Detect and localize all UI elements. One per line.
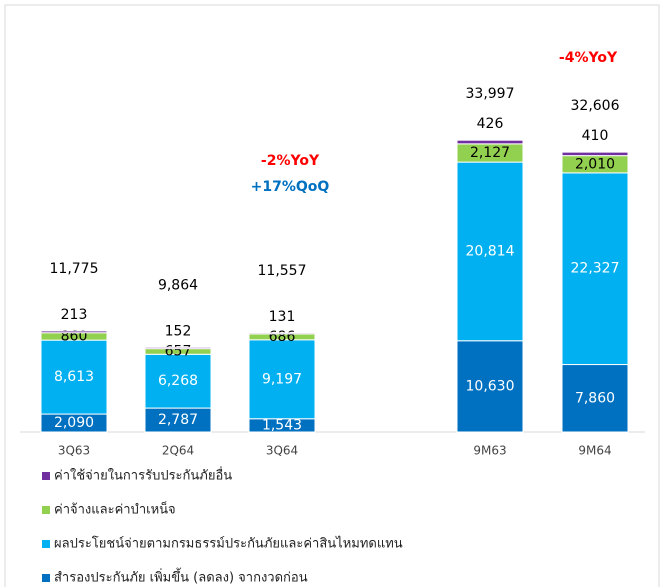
annotation: +17%QoQ	[251, 179, 330, 195]
data-label: 213	[61, 307, 88, 323]
legend-label: ผลประโยชน์จ่ายตามกรมธรรม์ประกันภัยและค่า…	[54, 536, 403, 552]
legend-swatch	[42, 472, 50, 480]
data-label: 686	[269, 329, 296, 345]
data-label: 8,613	[54, 369, 94, 385]
bar-segment	[144, 353, 212, 409]
legend-label: ค่าจ้างและค่าบำเหน็จ	[54, 500, 176, 518]
x-tick-label: 3Q64	[266, 444, 298, 458]
data-label: 131	[269, 309, 296, 325]
data-label: 2,090	[54, 415, 94, 431]
bar-segment	[561, 151, 629, 157]
total-label: 11,557	[258, 263, 307, 279]
data-label: 152	[165, 323, 192, 339]
data-label: 22,327	[571, 261, 620, 277]
data-label: 426	[477, 116, 504, 132]
data-label: 2,127	[470, 145, 510, 161]
total-label: 11,775	[50, 261, 99, 277]
data-label: 7,860	[575, 390, 615, 406]
legend-swatch	[42, 574, 50, 582]
bar-segment	[40, 339, 108, 415]
bar-segment	[248, 339, 316, 420]
bar-segment	[561, 172, 629, 366]
bar-segment	[144, 346, 212, 350]
bar-segment	[40, 330, 108, 334]
data-label: 9,197	[262, 371, 302, 387]
legend-swatch	[42, 540, 50, 548]
legend-label: สำรองประกันภัย เพิ่มขึ้น (ลดลง) จากงวดก่…	[54, 568, 308, 586]
x-tick-label: 9M63	[473, 444, 506, 458]
bar-segment	[456, 139, 524, 145]
bar-segment	[248, 332, 316, 335]
bar-segment	[561, 364, 629, 433]
x-tick-label: 9M64	[578, 444, 611, 458]
legend-label: ค่าใช้จ่ายในการรับประกันภัยอื่น	[54, 467, 232, 484]
total-label: 32,606	[571, 98, 620, 114]
data-label: 2,010	[575, 156, 615, 172]
data-label: 6,268	[158, 373, 198, 389]
annotation: -4%YoY	[559, 50, 618, 66]
data-label: 1,543	[262, 417, 302, 433]
data-label: 410	[582, 128, 609, 144]
data-label: 657	[165, 343, 192, 359]
legend-swatch	[42, 506, 50, 514]
data-label: 20,814	[466, 243, 515, 259]
data-label: 2,787	[158, 412, 198, 428]
data-label: 10,630	[466, 378, 515, 394]
chart-frame	[4, 4, 660, 587]
annotation: -2%YoY	[261, 153, 320, 169]
total-label: 9,864	[158, 277, 198, 293]
x-tick-label: 2Q64	[162, 444, 194, 458]
x-tick-label: 3Q63	[58, 444, 90, 458]
total-label: 33,997	[466, 86, 515, 102]
